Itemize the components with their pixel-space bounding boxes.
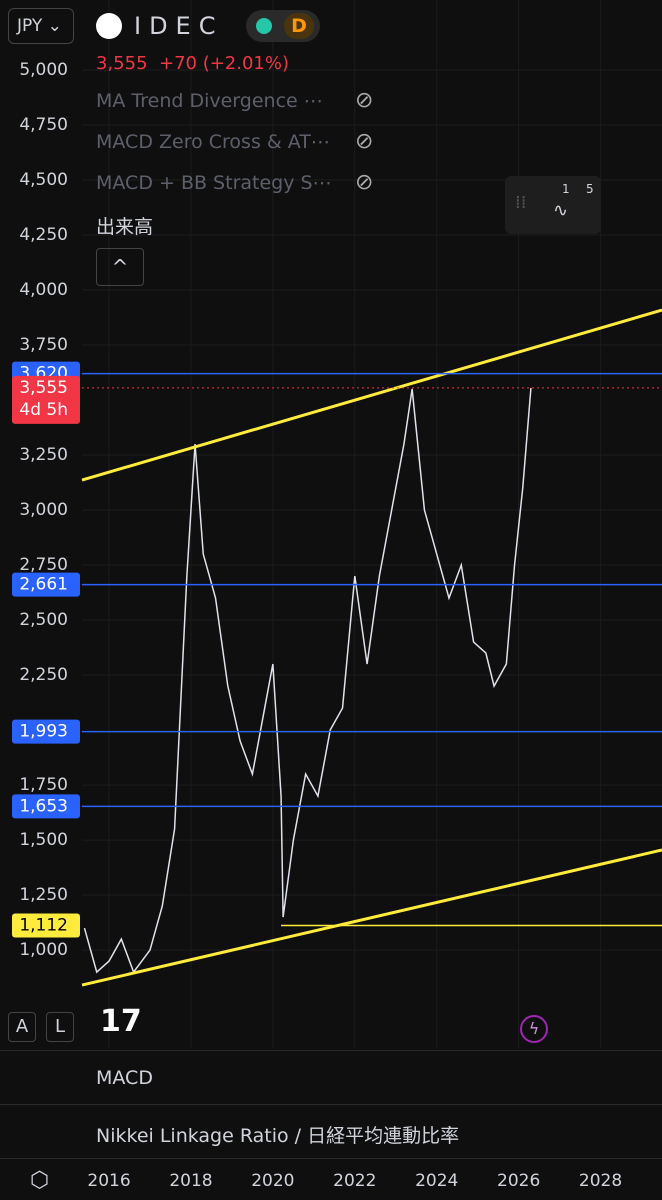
y-tick-label: 1,750 [19, 775, 68, 795]
widget-icon: ∿ [553, 200, 569, 221]
interval[interactable]: D [284, 13, 314, 39]
x-tick-label: 2018 [169, 1171, 212, 1191]
y-tick-label: 2,750 [19, 555, 68, 575]
price: 3,555 [96, 53, 148, 74]
dot [256, 18, 272, 34]
divider [0, 1104, 662, 1105]
divider [0, 1158, 662, 1159]
y-tick-label: 4,750 [19, 115, 68, 135]
widget[interactable]: ⁞⁞ 1 5 ∿ [505, 176, 601, 234]
y-tick-label: 3,000 [19, 500, 68, 520]
tv-logo: 17 [100, 1004, 142, 1039]
level-label: 1,653 [19, 796, 68, 816]
hidden-icon[interactable]: ⊘ [355, 170, 374, 195]
y-tick-label: 5,000 [19, 60, 68, 80]
status: D [246, 10, 320, 42]
collapse-button[interactable]: ^ [96, 248, 144, 286]
last-price-tag [12, 375, 80, 424]
level-label: 1,993 [19, 722, 68, 742]
divider [0, 1050, 662, 1051]
currency-button[interactable]: JPY ⌄ [8, 8, 74, 44]
hidden-icon[interactable]: ⊘ [355, 129, 374, 154]
trend-line [81, 848, 662, 987]
x-tick-label: 2028 [579, 1171, 622, 1191]
hidden-icon[interactable]: ⊘ [355, 88, 374, 113]
last-price-label: 3,555 [19, 378, 68, 398]
price-line [83, 387, 532, 974]
level-tag [12, 572, 80, 597]
indicator[interactable]: MA Trend Divergence ⋯ [96, 90, 323, 112]
trend-line [81, 308, 662, 482]
y-tick-label: 4,250 [19, 225, 68, 245]
widget-label: 1 [562, 182, 570, 196]
quote: 3,555 +70 (+2.01%) [96, 53, 289, 74]
x-tick-label: 2024 [415, 1171, 458, 1191]
y-tick-label: 3,250 [19, 445, 68, 465]
log-button[interactable]: L [46, 1012, 74, 1042]
auto-button[interactable]: A [8, 1012, 36, 1042]
x-tick-label: 2020 [251, 1171, 294, 1191]
y-tick-label: 2,250 [19, 665, 68, 685]
y-tick-label: 1,250 [19, 885, 68, 905]
y-tick-label: 2,500 [19, 610, 68, 630]
level-label: 1,112 [19, 915, 68, 935]
x-tick-label: 2026 [497, 1171, 540, 1191]
handle: ⁞⁞ [515, 192, 527, 213]
level-tag [12, 794, 80, 819]
y-tick-label: 3,750 [19, 335, 68, 355]
y-tick-label: 4,000 [19, 280, 68, 300]
pane-label: MACD [96, 1067, 153, 1089]
flash-icon[interactable]: ϟ [520, 1015, 548, 1043]
x-tick-label: 2016 [87, 1171, 130, 1191]
level-tag [12, 719, 80, 744]
symbol: IDEC [134, 12, 224, 40]
change: +70 (+2.01%) [158, 53, 290, 74]
y-tick-label: 1,500 [19, 830, 68, 850]
pane-label: Nikkei Linkage Ratio / 日経平均連動比率 [96, 1125, 460, 1147]
indicator[interactable]: MACD + BB Strategy S⋯ [96, 172, 332, 194]
level-label: 2,661 [19, 575, 68, 595]
logo [96, 13, 122, 39]
settings-icon[interactable]: ⬡ [30, 1168, 50, 1193]
indicator[interactable]: MACD Zero Cross & AT⋯ [96, 131, 330, 153]
widget-label: 5 [586, 182, 594, 196]
level-tag [12, 913, 80, 938]
countdown: 4d 5h [19, 400, 68, 420]
volume-label: 出来高 [96, 216, 154, 238]
currency: JPY [17, 16, 43, 36]
y-tick-label: 1,000 [19, 940, 68, 960]
y-tick-label: 4,500 [19, 170, 68, 190]
x-tick-label: 2022 [333, 1171, 376, 1191]
